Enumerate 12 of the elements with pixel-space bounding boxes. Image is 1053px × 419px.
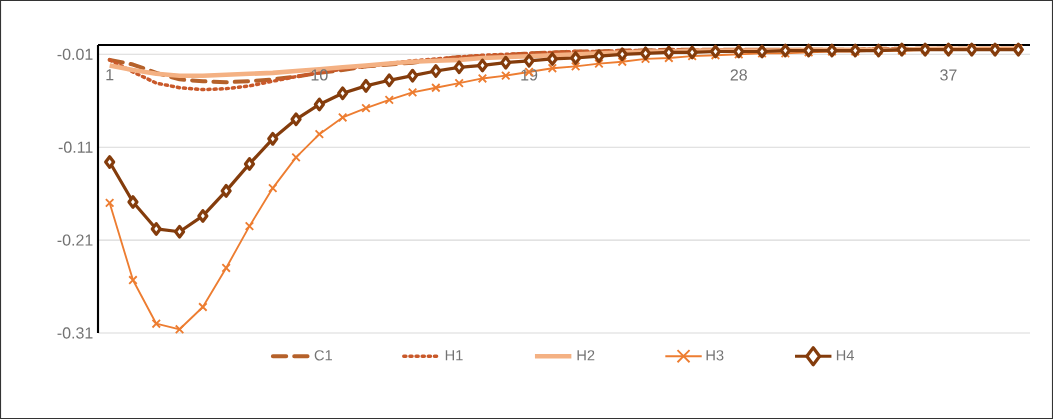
x-tick-label: 37 bbox=[940, 69, 957, 81]
y-tick-label: -0.31 bbox=[57, 327, 93, 339]
y-tick-label: -0.11 bbox=[58, 141, 93, 153]
y-tick-label: -0.21 bbox=[57, 234, 93, 246]
legend-label: C1 bbox=[314, 350, 332, 361]
x-tick-label: 1 bbox=[106, 69, 114, 81]
x-tick-label: 28 bbox=[730, 69, 747, 81]
legend-label: H2 bbox=[577, 350, 595, 361]
legend-label: H4 bbox=[836, 350, 855, 361]
legend-label: H1 bbox=[445, 350, 463, 361]
legend-label: H3 bbox=[706, 350, 724, 361]
y-tick-label: -0.01 bbox=[57, 48, 93, 60]
